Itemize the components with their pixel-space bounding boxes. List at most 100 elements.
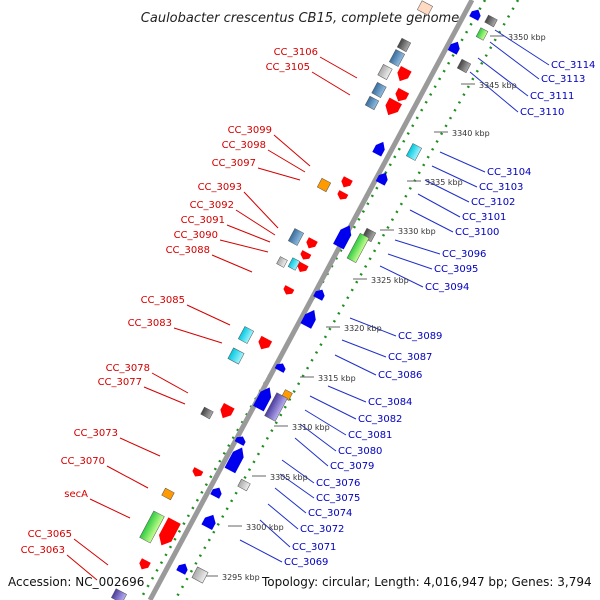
reverse-gene-label[interactable]: CC_3103 — [479, 182, 523, 193]
rna-gene-box[interactable] — [287, 228, 305, 246]
misc-gene-box[interactable] — [417, 0, 433, 16]
forward-gene-arrow[interactable] — [282, 285, 295, 297]
reverse-gene-label[interactable]: CC_3086 — [378, 370, 422, 381]
reverse-gene-arrow[interactable] — [201, 512, 218, 530]
rna-gene-box[interactable] — [264, 392, 288, 422]
reverse-gene-label[interactable]: CC_3087 — [388, 352, 432, 363]
reverse-gene-label[interactable]: CC_3075 — [316, 493, 360, 504]
rna-gene-box[interactable] — [139, 510, 165, 544]
forward-gene-label[interactable]: CC_3097 — [212, 158, 256, 169]
reverse-gene-arrow[interactable] — [469, 7, 483, 21]
reverse-gene-label[interactable]: CC_3072 — [300, 524, 344, 535]
forward-gene-label[interactable]: CC_3070 — [61, 456, 105, 467]
forward-gene-label[interactable]: CC_3090 — [174, 230, 218, 241]
rna-gene-box[interactable] — [364, 95, 380, 111]
reverse-gene-arrow[interactable] — [333, 223, 355, 250]
rna-gene-box[interactable] — [346, 232, 370, 264]
reverse-gene-label[interactable]: CC_3071 — [292, 542, 336, 553]
reverse-gene-label[interactable]: CC_3102 — [471, 197, 515, 208]
forward-gene-arrow[interactable] — [336, 190, 349, 202]
reverse-gene-label[interactable]: CC_3095 — [434, 264, 478, 275]
forward-gene-arrow[interactable] — [137, 558, 151, 572]
reverse-gene-arrow[interactable] — [447, 39, 462, 55]
reverse-gene-label[interactable]: CC_3111 — [530, 91, 574, 102]
rna-gene-box[interactable] — [405, 143, 423, 161]
rna-gene-box[interactable] — [475, 27, 489, 41]
reverse-gene-label[interactable]: CC_3114 — [551, 60, 595, 71]
reverse-gene-arrow[interactable] — [313, 287, 327, 301]
rna-gene-box[interactable] — [237, 478, 251, 492]
reverse-gene-arrow[interactable] — [253, 385, 275, 412]
reverse-gene-label[interactable]: CC_3082 — [358, 414, 402, 425]
reverse-gene-label[interactable]: CC_3096 — [442, 249, 486, 260]
rna-gene-box[interactable] — [227, 347, 245, 365]
forward-gene-arrow[interactable] — [304, 237, 318, 251]
forward-gene-arrow[interactable] — [295, 261, 309, 275]
rna-gene-box[interactable] — [287, 257, 301, 271]
reverse-gene-label[interactable]: CC_3074 — [308, 508, 352, 519]
reverse-gene-arrow[interactable] — [224, 445, 248, 474]
reverse-gene-label[interactable]: CC_3104 — [487, 167, 531, 178]
forward-gene-label[interactable]: CC_3091 — [181, 215, 225, 226]
forward-gene-arrow[interactable] — [191, 467, 204, 479]
reverse-gene-label[interactable]: CC_3076 — [316, 478, 360, 489]
forward-gene-arrow[interactable] — [217, 403, 235, 421]
reverse-gene-label[interactable]: CC_3081 — [348, 430, 392, 441]
forward-gene-label[interactable]: CC_3077 — [98, 377, 142, 388]
forward-gene-label[interactable]: CC_3083 — [128, 318, 172, 329]
forward-gene-label[interactable]: CC_3063 — [21, 545, 65, 556]
reverse-gene-label[interactable]: CC_3110 — [520, 107, 564, 118]
rna-gene-box[interactable] — [396, 37, 412, 53]
forward-gene-label[interactable]: secA — [64, 489, 88, 500]
rna-gene-box[interactable] — [388, 49, 406, 67]
reverse-gene-arrow[interactable] — [234, 434, 248, 446]
reverse-gene-label[interactable]: CC_3101 — [462, 212, 506, 223]
rna-gene-box[interactable] — [200, 406, 214, 420]
forward-gene-label[interactable]: CC_3105 — [266, 62, 310, 73]
rna-gene-box[interactable] — [456, 58, 472, 74]
forward-gene-label[interactable]: CC_3093 — [198, 182, 242, 193]
reverse-gene-label[interactable]: CC_3080 — [338, 446, 382, 457]
rna-gene-box[interactable] — [377, 64, 393, 80]
reverse-gene-arrow[interactable] — [372, 139, 387, 157]
forward-gene-label[interactable]: CC_3078 — [106, 363, 150, 374]
forward-gene-label[interactable]: CC_3099 — [228, 125, 272, 136]
forward-gene-label[interactable]: CC_3073 — [74, 428, 118, 439]
reverse-gene-arrow[interactable] — [274, 361, 288, 373]
forward-gene-arrow[interactable] — [155, 517, 181, 548]
reverse-gene-arrow[interactable] — [300, 307, 319, 329]
forward-gene-arrow[interactable] — [393, 87, 410, 104]
forward-gene-arrow[interactable] — [382, 97, 402, 119]
forward-leader-line — [273, 134, 311, 167]
forward-gene-arrow[interactable] — [394, 66, 412, 84]
reverse-gene-label[interactable]: CC_3113 — [541, 74, 585, 85]
misc-gene-box[interactable] — [316, 177, 332, 193]
rna-gene-box[interactable] — [371, 82, 387, 98]
forward-gene-arrow[interactable] — [339, 176, 353, 190]
reverse-gene-arrow[interactable] — [176, 561, 190, 575]
forward-gene-label[interactable]: CC_3088 — [166, 245, 210, 256]
forward-gene-label[interactable]: CC_3106 — [274, 47, 318, 58]
forward-gene-arrow[interactable] — [299, 250, 312, 262]
forward-gene-label[interactable]: CC_3085 — [141, 295, 185, 306]
forward-leader-line — [151, 372, 189, 394]
rna-gene-box[interactable] — [111, 588, 127, 600]
reverse-gene-label[interactable]: CC_3094 — [425, 282, 469, 293]
rna-gene-box[interactable] — [276, 256, 288, 268]
forward-gene-arrow[interactable] — [256, 335, 273, 352]
reverse-gene-label[interactable]: CC_3089 — [398, 331, 442, 342]
forward-gene-label[interactable]: CC_3065 — [28, 529, 72, 540]
reverse-gene-arrow[interactable] — [375, 170, 390, 186]
reverse-gene-label[interactable]: CC_3084 — [368, 397, 412, 408]
rna-gene-box[interactable] — [191, 566, 209, 584]
reverse-gene-label[interactable]: CC_3079 — [330, 461, 374, 472]
reverse-gene-arrow[interactable] — [210, 485, 224, 499]
rna-gene-box[interactable] — [237, 326, 255, 344]
forward-gene-label[interactable]: CC_3098 — [222, 140, 266, 151]
forward-leader-line — [243, 191, 279, 229]
rna-gene-box[interactable] — [484, 14, 498, 28]
reverse-gene-label[interactable]: CC_3069 — [284, 557, 328, 568]
misc-gene-box[interactable] — [161, 487, 175, 501]
reverse-gene-label[interactable]: CC_3100 — [455, 227, 499, 238]
forward-gene-label[interactable]: CC_3092 — [190, 200, 234, 211]
